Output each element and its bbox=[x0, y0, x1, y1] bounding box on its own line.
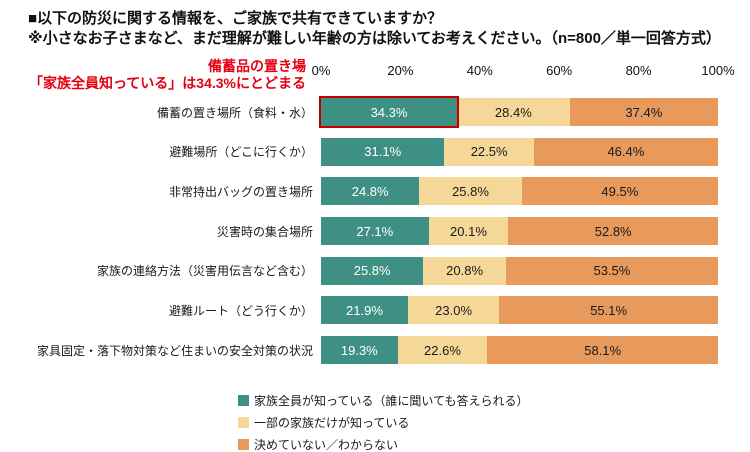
bar-segment: 53.5% bbox=[505, 256, 719, 285]
bar-segment: 25.8% bbox=[419, 177, 522, 206]
bar-segment: 19.3% bbox=[321, 336, 398, 365]
bar-segment: 52.8% bbox=[508, 217, 718, 246]
bar-segment: 22.6% bbox=[397, 336, 488, 365]
stacked-bar: 21.9% 23.0% 55.1% bbox=[321, 296, 718, 325]
bar-segment: 49.5% bbox=[521, 177, 718, 206]
bar-segment: 22.5% bbox=[444, 137, 534, 166]
bar-segment: 23.0% bbox=[407, 296, 500, 325]
stacked-bar: 31.1% 22.5% 46.4% bbox=[321, 137, 718, 166]
annotation-line1: 備蓄品の置き場 bbox=[208, 58, 306, 74]
chart-row: 備蓄の置き場所（食料・水） 34.3% 28.4% 37.4% bbox=[0, 96, 718, 128]
bar-segment: 37.4% bbox=[569, 98, 718, 126]
bar-segment: 21.9% bbox=[321, 296, 408, 325]
bar-segment: 20.8% bbox=[423, 256, 506, 285]
category-label: 避難場所（どこに行くか） bbox=[169, 145, 313, 160]
annotation: 備蓄品の置き場 「家族全員知っている」は34.3%にとどまる bbox=[0, 58, 306, 92]
legend-swatch bbox=[238, 417, 249, 428]
chart-row: 家族の連絡方法（災害用伝言など含む） 25.8% 20.8% 53.5% bbox=[0, 256, 719, 285]
bar-segment: 34.3% bbox=[318, 96, 460, 128]
legend-item: 決めていない／わからない bbox=[238, 436, 528, 452]
chart-row: 非常持出バッグの置き場所 24.8% 25.8% 49.5% bbox=[0, 177, 718, 206]
x-axis-tick: 40% bbox=[466, 63, 493, 78]
chart-row: 家具固定・落下物対策など住まいの安全対策の状況 19.3% 22.6% 58.1% bbox=[0, 336, 718, 365]
legend-label: 決めていない／わからない bbox=[254, 438, 399, 452]
chart-row: 避難ルート（どう行くか） 21.9% 23.0% 55.1% bbox=[0, 296, 718, 325]
bar-segment: 25.8% bbox=[321, 256, 424, 285]
legend-item: 一部の家族だけが知っている bbox=[238, 414, 528, 431]
category-label: 備蓄の置き場所（食料・水） bbox=[156, 105, 313, 120]
legend-label: 家族全員が知っている（誰に聞いても答えられる） bbox=[254, 394, 529, 408]
x-axis-tick: 100% bbox=[701, 63, 735, 78]
stacked-bar: 19.3% 22.6% 58.1% bbox=[321, 336, 718, 365]
bar-segment: 28.4% bbox=[457, 98, 570, 126]
bar-segment: 27.1% bbox=[321, 217, 429, 246]
chart-subtitle: ※小さなお子さまなど、まだ理解が難しい年齢の方は除いてお考えください。（n=80… bbox=[28, 30, 721, 47]
x-axis-tick: 20% bbox=[387, 63, 414, 78]
legend: 家族全員が知っている（誰に聞いても答えられる） 一部の家族だけが知っている 決めてい… bbox=[238, 392, 528, 452]
legend-swatch bbox=[238, 395, 249, 406]
category-label: 非常持出バッグの置き場所 bbox=[168, 184, 313, 199]
chart-row: 災害時の集合場所 27.1% 20.1% 52.8% bbox=[0, 217, 718, 246]
stacked-bar: 24.8% 25.8% 49.5% bbox=[321, 177, 718, 206]
x-axis-tick: 80% bbox=[625, 63, 652, 78]
bar-segment: 24.8% bbox=[321, 177, 420, 206]
bar-segment: 55.1% bbox=[499, 296, 718, 325]
legend-swatch bbox=[238, 439, 249, 450]
legend-item: 家族全員が知っている（誰に聞いても答えられる） bbox=[238, 392, 528, 409]
category-label: 避難ルート（どう行くか） bbox=[168, 303, 313, 318]
category-label: 災害時の集合場所 bbox=[216, 224, 313, 239]
bar-segment: 20.1% bbox=[428, 217, 509, 246]
chart-header: ■以下の防災に関する情報を、ご家族で共有できていますか？ ※小さなお子さまなど、… bbox=[28, 9, 721, 49]
x-axis: 0% 20% 40% 60% 80% 100% bbox=[312, 63, 735, 79]
x-axis-tick: 0% bbox=[311, 63, 331, 78]
category-label: 家族の連絡方法（災害用伝言など含む） bbox=[96, 264, 313, 279]
x-axis-tick: 60% bbox=[546, 63, 573, 78]
category-label: 家具固定・落下物対策など住まいの安全対策の状況 bbox=[36, 343, 313, 358]
chart-rows: 備蓄の置き場所（食料・水） 34.3% 28.4% 37.4% 避難場所（どこに行くか）… bbox=[0, 96, 719, 376]
stacked-bar: 27.1% 20.1% 52.8% bbox=[321, 217, 718, 246]
bar-segment: 58.1% bbox=[487, 336, 718, 365]
annotation-line2: 「家族全員知っている」は34.3%にとどまる bbox=[29, 75, 306, 91]
bar-segment: 46.4% bbox=[533, 137, 718, 166]
bar-segment: 31.1% bbox=[321, 137, 445, 166]
chart-title: ■以下の防災に関する情報を、ご家族で共有できていますか？ bbox=[28, 10, 443, 27]
chart-row: 避難場所（どこに行くか） 31.1% 22.5% 46.4% bbox=[0, 137, 718, 166]
legend-label: 一部の家族だけが知っている bbox=[254, 416, 410, 430]
stacked-bar: 34.3% 28.4% 37.4% bbox=[318, 96, 718, 128]
stacked-bar: 25.8% 20.8% 53.5% bbox=[321, 256, 719, 285]
